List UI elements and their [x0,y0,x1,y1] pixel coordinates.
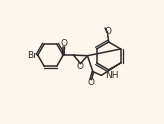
Text: Br: Br [27,51,37,60]
Text: O: O [87,78,94,87]
Text: O: O [104,27,111,36]
Text: O: O [61,39,68,48]
Text: NH: NH [105,71,118,80]
Text: O: O [77,62,84,71]
